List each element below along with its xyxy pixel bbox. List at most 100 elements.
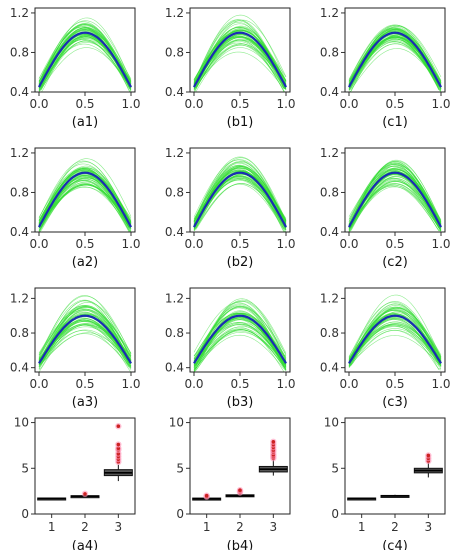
x-tick-label: 0.0	[29, 97, 48, 111]
curves-c3	[348, 294, 442, 371]
y-tick-label: 5	[176, 461, 184, 475]
y-tick-label: 0.8	[10, 185, 29, 199]
plot-frame	[344, 147, 446, 233]
outlier-point	[271, 439, 276, 444]
y-tick-label: 0.4	[320, 225, 339, 239]
y-tick-label: 1.2	[10, 6, 29, 20]
sample-curve	[38, 300, 132, 368]
outlier-point	[238, 488, 242, 493]
sample-curve	[193, 302, 287, 357]
panel-c3: 0.0 0.5 1.0 0.4 0.8 1.2 (c3)	[320, 287, 451, 410]
y-tick-label: 10	[14, 416, 29, 430]
x-tick-label: 0.5	[75, 97, 94, 111]
x-tick-label: 2	[236, 520, 244, 534]
y-tick-label: 5	[331, 461, 339, 475]
x-tick-label: 1.0	[276, 237, 295, 251]
y-tick-label: 1.2	[320, 6, 339, 20]
sample-curve	[348, 294, 442, 360]
curves-c2	[348, 159, 442, 232]
plot-frame	[344, 7, 446, 93]
y-tick-label: 1.2	[320, 291, 339, 305]
y-tick-label: 0.8	[320, 45, 339, 59]
mean-curve	[193, 314, 287, 364]
mean-curve	[193, 31, 287, 88]
mean-curve	[193, 171, 287, 228]
x-tick-label: 1.0	[276, 97, 295, 111]
panel-caption: (c2)	[382, 255, 408, 270]
sample-curve	[193, 156, 287, 221]
mean-curve	[38, 314, 132, 364]
curves-b2	[193, 156, 287, 232]
x-tick-label: 0.5	[75, 237, 94, 251]
curves-a2	[38, 158, 132, 232]
sample-curve	[193, 167, 287, 225]
sample-curve	[348, 40, 442, 88]
panel-a3: 0.0 0.5 1.0 0.4 0.8 1.2 (a3)	[10, 287, 141, 410]
sample-curve	[193, 328, 287, 371]
panel-a2: 0.0 0.5 1.0 0.4 0.8 1.2 (a2)	[10, 146, 141, 270]
panel-caption: (b3)	[227, 395, 254, 410]
y-tick-label: 0.4	[320, 85, 339, 99]
curves-a1	[38, 17, 132, 92]
y-tick-label: 0.4	[10, 361, 29, 375]
sample-curve	[349, 35, 441, 92]
panel-b2: 0.0 0.5 1.0 0.4 0.8 1.2 (b2)	[165, 146, 296, 270]
panel-caption: (a3)	[72, 395, 98, 410]
sample-curve	[348, 306, 442, 358]
mean-curve	[38, 171, 132, 228]
x-tick-label: 3	[115, 520, 123, 534]
mean-curve	[38, 31, 132, 88]
mean-curve	[348, 171, 442, 228]
x-tick-label: 1	[358, 520, 366, 534]
x-tick-label: 0.0	[184, 377, 203, 391]
sample-curve	[38, 27, 132, 85]
y-tick-label: 0.4	[165, 225, 184, 239]
y-tick-label: 0.8	[10, 45, 29, 59]
x-tick-label: 1.0	[431, 377, 450, 391]
x-tick-label: 1.0	[431, 237, 450, 251]
outlier-point	[116, 424, 121, 429]
sample-curve	[193, 334, 287, 372]
x-tick-label: 0.5	[385, 237, 404, 251]
y-tick-label: 10	[169, 416, 184, 430]
outlier-point	[426, 453, 431, 458]
x-tick-label: 1.0	[121, 377, 140, 391]
panel-a4: 1 2 3 0 5 10 (a4)	[14, 416, 136, 550]
y-tick-label: 0.8	[165, 45, 184, 59]
y-tick-label: 0.4	[320, 361, 339, 375]
sample-curve	[348, 330, 442, 369]
sample-curve	[38, 299, 132, 358]
plot-frame	[189, 147, 291, 233]
panel-caption: (c1)	[382, 115, 408, 130]
x-tick-label: 0.0	[29, 377, 48, 391]
sample-curve	[194, 299, 287, 359]
x-tick-label: 0.0	[184, 237, 203, 251]
sample-curve	[38, 20, 132, 82]
x-tick-label: 0.5	[75, 377, 94, 391]
panel-caption: (c3)	[382, 395, 408, 410]
curves-b3	[193, 298, 287, 372]
sample-curve	[193, 183, 287, 232]
sample-curve	[193, 301, 287, 361]
sample-curve	[348, 321, 442, 364]
y-tick-label: 0.4	[10, 225, 29, 239]
sample-curve	[193, 326, 285, 372]
panel-b3: 0.0 0.5 1.0 0.4 0.8 1.2 (b3)	[165, 287, 296, 410]
outlier-point	[204, 493, 209, 498]
panel-caption: (b1)	[227, 115, 254, 130]
sample-curve	[38, 23, 132, 87]
x-tick-label: 3	[270, 520, 278, 534]
plot-frame	[189, 287, 291, 373]
panel-caption: (a1)	[72, 115, 98, 130]
mean-curve	[348, 31, 442, 88]
sample-curve	[38, 184, 132, 224]
y-tick-label: 1.2	[320, 146, 339, 160]
x-tick-label: 0.5	[230, 97, 249, 111]
curves-b1	[193, 14, 287, 92]
y-tick-label: 0.4	[165, 85, 184, 99]
sample-curve	[193, 303, 287, 368]
sample-curve	[38, 329, 132, 366]
curves-c1	[348, 24, 442, 92]
